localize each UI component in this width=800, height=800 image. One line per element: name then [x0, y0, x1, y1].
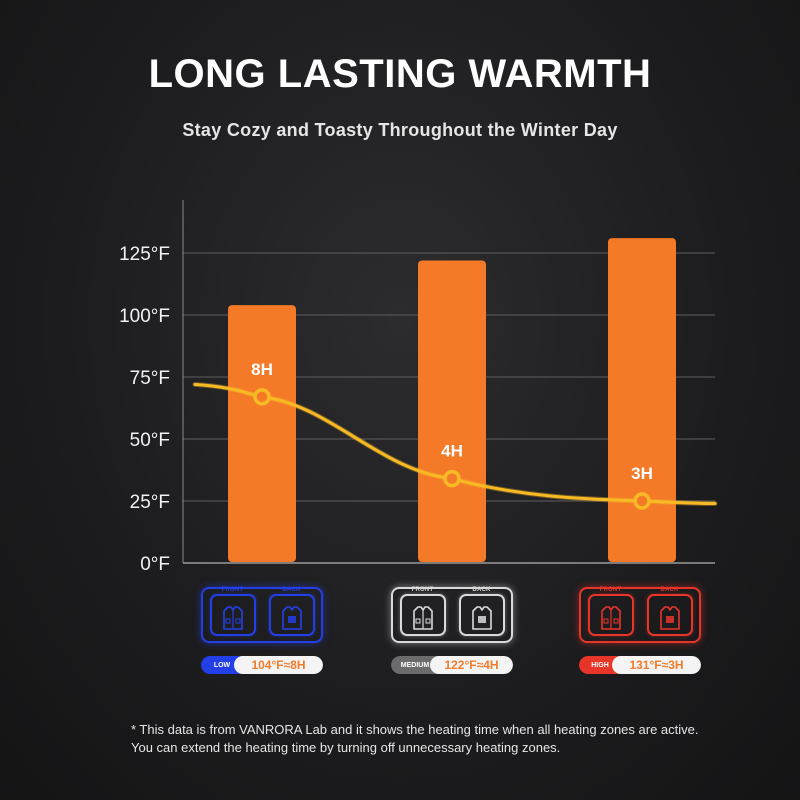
mode-card-high: FRONT BACK — [579, 587, 701, 643]
footnote-line-1: * This data is from VANRORA Lab and it s… — [131, 722, 699, 737]
front-heating-zone: FRONT — [209, 587, 256, 636]
page-subtitle: Stay Cozy and Toasty Throughout the Wint… — [182, 120, 618, 140]
mode-level-label: LOW — [201, 656, 243, 674]
front-label: FRONT — [221, 587, 244, 593]
curve-point-label: 3H — [631, 464, 653, 483]
bar-low — [228, 305, 296, 562]
curve-point-label: 8H — [251, 360, 273, 379]
mode-pill-low: LOW 104°F≈8H — [201, 656, 323, 674]
vest-back-icon — [471, 606, 492, 630]
mode-level-label: HIGH — [579, 656, 621, 674]
curve-point-label: 4H — [441, 442, 463, 461]
mode-level-label: MEDIUM — [391, 656, 439, 674]
y-tick-label: 0°F — [140, 554, 170, 575]
bar-medium — [418, 260, 486, 562]
back-heating-zone: BACK — [458, 587, 505, 636]
vest-back-icon — [281, 606, 302, 630]
y-tick-label: 25°F — [130, 492, 170, 513]
back-heating-zone: BACK — [268, 587, 315, 636]
curve-point-4h — [443, 469, 461, 488]
page-title: LONG LASTING WARMTH — [148, 52, 652, 96]
back-label: BACK — [282, 587, 301, 593]
back-heating-zone: BACK — [646, 587, 693, 636]
mode-value-label: 131°F≈3H — [612, 656, 701, 674]
curve-point-3h — [633, 492, 651, 510]
y-tick-label: 100°F — [119, 306, 170, 327]
mode-pill-high: HIGH 131°F≈3H — [579, 656, 701, 674]
footnote-line-2: You can extend the heating time by turni… — [131, 740, 561, 755]
mode-card-medium: FRONT BACK — [391, 587, 513, 643]
bar-high — [608, 238, 676, 562]
front-heating-zone: FRONT — [587, 587, 634, 636]
front-label: FRONT — [411, 587, 434, 593]
back-label: BACK — [660, 587, 679, 593]
curve-point-8h — [253, 388, 271, 406]
mode-pill-medium: MEDIUM 122°F≈4H — [391, 656, 513, 674]
vest-front-icon — [412, 606, 433, 630]
vest-front-icon — [222, 606, 243, 630]
y-tick-label: 125°F — [119, 244, 170, 265]
vest-back-icon — [659, 606, 680, 630]
vest-front-icon — [600, 606, 621, 630]
back-label: BACK — [472, 587, 491, 593]
front-heating-zone: FRONT — [399, 587, 446, 636]
y-tick-label: 75°F — [130, 368, 170, 389]
mode-value-label: 104°F≈8H — [234, 656, 323, 674]
mode-card-low: FRONT BACK — [201, 587, 323, 643]
mode-value-label: 122°F≈4H — [430, 656, 513, 674]
front-label: FRONT — [599, 587, 622, 593]
y-tick-label: 50°F — [130, 430, 170, 451]
footnote: * This data is from VANRORA Lab and it s… — [131, 721, 771, 757]
